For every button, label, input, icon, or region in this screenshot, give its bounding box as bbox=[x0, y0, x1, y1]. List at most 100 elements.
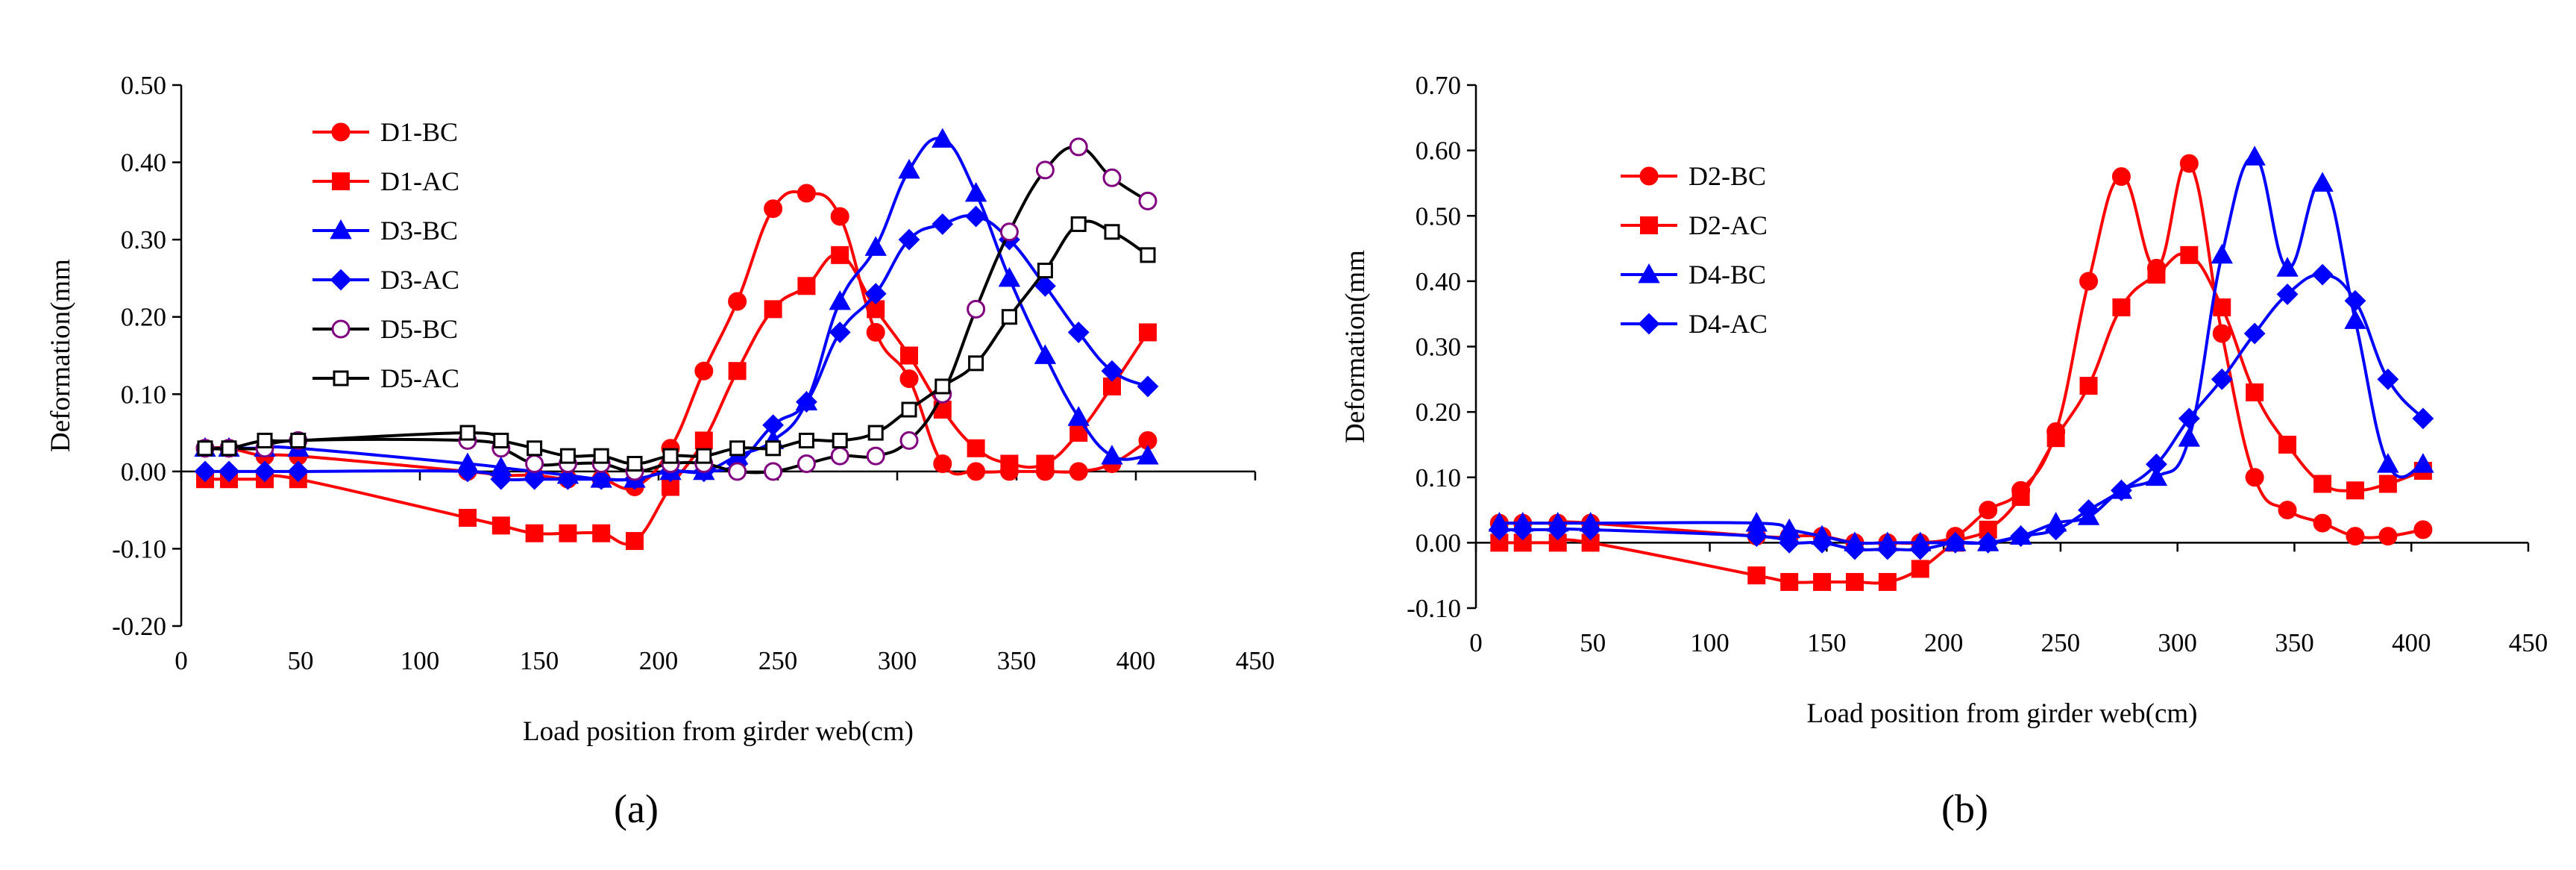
panel-label: (a) bbox=[614, 786, 659, 831]
data-point bbox=[764, 199, 783, 219]
data-point bbox=[1780, 572, 1799, 591]
data-point bbox=[900, 346, 918, 365]
legend-label: D3-BC bbox=[380, 216, 458, 245]
data-point bbox=[491, 516, 510, 535]
data-point bbox=[2147, 266, 2166, 284]
data-point bbox=[221, 440, 237, 457]
data-point bbox=[2243, 322, 2266, 345]
y-tick-label: 0.10 bbox=[1416, 463, 1461, 492]
series-d4-bc bbox=[1488, 145, 2434, 551]
data-point bbox=[1811, 531, 1833, 554]
data-point bbox=[1909, 538, 1932, 560]
data-point bbox=[795, 391, 817, 413]
data-point bbox=[1977, 531, 1999, 554]
legend-entry: D3-AC bbox=[312, 265, 459, 295]
legend-marker bbox=[330, 269, 352, 291]
data-point bbox=[2245, 468, 2264, 487]
data-point bbox=[901, 401, 917, 418]
data-point bbox=[2313, 513, 2332, 533]
x-tick-label: 150 bbox=[520, 646, 559, 675]
legend-marker bbox=[1639, 166, 1659, 186]
data-point bbox=[2346, 527, 2365, 546]
data-point bbox=[218, 460, 240, 483]
panel-label: (b) bbox=[1941, 786, 1988, 831]
legend-label: D3-AC bbox=[380, 265, 459, 295]
x-tick-label: 400 bbox=[2392, 628, 2431, 657]
series-d4-ac bbox=[1488, 263, 2434, 560]
data-point bbox=[932, 213, 954, 235]
data-point bbox=[2110, 479, 2132, 501]
data-point bbox=[1067, 406, 1090, 426]
data-point bbox=[257, 432, 273, 448]
legend-label: D5-BC bbox=[380, 314, 458, 344]
data-point bbox=[2078, 499, 2099, 521]
data-point bbox=[593, 448, 609, 464]
data-point bbox=[2243, 145, 2266, 166]
data-point bbox=[1547, 519, 1569, 541]
legend-label: D1-AC bbox=[380, 166, 459, 196]
legend-entry: D5-AC bbox=[312, 363, 459, 393]
data-point bbox=[797, 454, 816, 473]
x-tick-label: 250 bbox=[2041, 628, 2081, 657]
data-point bbox=[728, 462, 747, 481]
y-tick-label: -0.20 bbox=[112, 612, 166, 641]
data-point bbox=[729, 440, 746, 457]
x-tick-label: 200 bbox=[639, 646, 679, 675]
data-point bbox=[998, 266, 1021, 287]
data-point bbox=[899, 369, 919, 389]
data-point bbox=[1034, 344, 1057, 364]
data-point bbox=[764, 300, 782, 319]
data-point bbox=[2111, 167, 2131, 187]
x-tick-label: 0 bbox=[1469, 628, 1483, 657]
legend-entry: D4-AC bbox=[1621, 309, 1768, 339]
data-point bbox=[831, 245, 849, 264]
data-point bbox=[999, 222, 1019, 242]
data-point bbox=[2079, 377, 2098, 395]
data-point bbox=[524, 468, 546, 490]
data-point bbox=[933, 454, 952, 473]
data-point bbox=[1745, 525, 1768, 548]
data-point bbox=[1876, 538, 1899, 560]
legend-label: D5-AC bbox=[380, 363, 459, 393]
data-point bbox=[1844, 538, 1866, 560]
legend-marker bbox=[1638, 313, 1660, 335]
data-point bbox=[1512, 519, 1534, 541]
legend-entry: D4-BC bbox=[1621, 260, 1766, 290]
data-point bbox=[459, 509, 477, 527]
data-point bbox=[1878, 572, 1897, 591]
data-point bbox=[2344, 309, 2366, 329]
data-point bbox=[2276, 283, 2299, 305]
data-point bbox=[898, 228, 920, 251]
data-point bbox=[1979, 501, 1998, 520]
data-point bbox=[2311, 172, 2334, 192]
data-point bbox=[867, 425, 884, 441]
data-point bbox=[830, 446, 849, 466]
y-tick-label: 0.40 bbox=[1416, 267, 1461, 296]
data-point bbox=[934, 378, 951, 395]
data-point bbox=[797, 184, 816, 203]
data-point bbox=[2413, 520, 2433, 539]
legend-marker bbox=[331, 122, 351, 142]
data-point bbox=[626, 532, 644, 551]
data-point bbox=[2211, 243, 2233, 264]
data-point bbox=[662, 448, 679, 464]
y-tick-label: 0.00 bbox=[121, 457, 166, 486]
y-axis-title: Deformation(mm bbox=[1340, 250, 1371, 443]
data-point bbox=[2276, 257, 2299, 277]
data-point bbox=[1069, 137, 1088, 157]
data-point bbox=[2377, 453, 2399, 473]
series-line bbox=[204, 253, 1149, 545]
data-point bbox=[829, 322, 851, 343]
data-point bbox=[2178, 407, 2200, 430]
x-axis-title: Load position from girder web(cm) bbox=[1806, 698, 2197, 729]
data-point bbox=[290, 432, 307, 448]
data-point bbox=[2378, 527, 2398, 546]
data-point bbox=[968, 355, 984, 372]
data-point bbox=[864, 236, 887, 256]
legend-label: D4-BC bbox=[1688, 260, 1766, 290]
data-point bbox=[797, 277, 816, 295]
x-tick-label: 350 bbox=[2275, 628, 2314, 657]
y-tick-label: 0.30 bbox=[121, 225, 166, 254]
series-d1-ac bbox=[196, 245, 1157, 551]
